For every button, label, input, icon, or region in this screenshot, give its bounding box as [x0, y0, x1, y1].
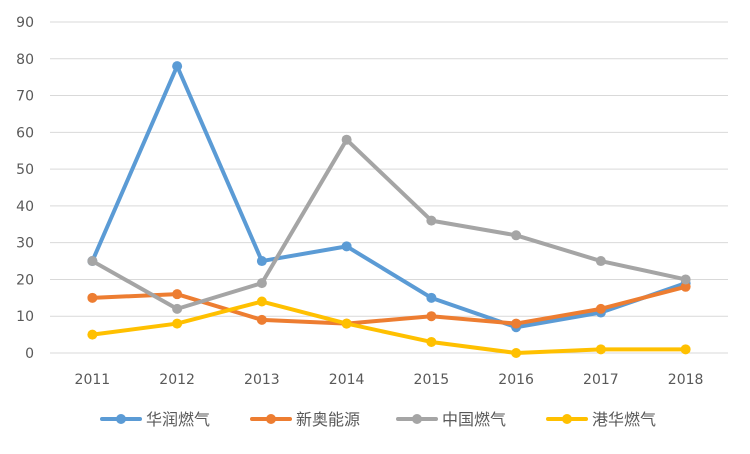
series-line [90, 137, 688, 311]
data-point [87, 292, 98, 303]
y-tick-label: 90 [16, 15, 34, 31]
data-point [680, 281, 691, 292]
data-point [511, 348, 522, 358]
y-tick-label: 0 [25, 346, 34, 362]
series-group [87, 61, 691, 358]
data-point [595, 256, 606, 267]
data-point [426, 215, 437, 226]
x-tick-label: 2017 [583, 372, 619, 388]
y-tick-label: 80 [16, 52, 34, 68]
data-point [256, 296, 267, 307]
legend-item: 华润燃气 [100, 410, 210, 429]
data-point [172, 61, 183, 72]
data-point [87, 256, 98, 267]
data-point [341, 318, 352, 329]
data-point [426, 336, 437, 347]
legend-item: 中国燃气 [396, 410, 506, 429]
data-point [426, 292, 437, 303]
series-line [90, 64, 688, 330]
x-tick-label: 2014 [329, 372, 365, 388]
y-tick-label: 20 [16, 272, 34, 288]
series-line [90, 299, 688, 355]
data-point [256, 278, 267, 289]
x-tick-label: 2012 [159, 372, 195, 388]
data-point [511, 230, 522, 241]
legend-item: 新奥能源 [250, 410, 360, 429]
x-tick-label: 2015 [414, 372, 450, 388]
legend-swatch-marker [412, 414, 422, 424]
data-point [172, 318, 183, 329]
data-point [595, 303, 606, 314]
data-point [172, 289, 183, 300]
data-point [680, 274, 691, 285]
legend-label: 华润燃气 [146, 410, 210, 429]
y-tick-label: 70 [16, 89, 34, 105]
y-tick-label: 10 [16, 309, 34, 325]
legend: 华润燃气 新奥能源 中国燃气 港华燃气 [100, 410, 656, 429]
data-point [87, 329, 98, 340]
legend-label: 新奥能源 [296, 410, 360, 429]
data-point [341, 241, 352, 252]
data-point [595, 344, 606, 355]
x-tick-label: 2018 [668, 372, 704, 388]
data-point [341, 134, 352, 145]
series-line [90, 284, 688, 326]
data-point [511, 318, 522, 329]
y-axis-ticks: 0 10 20 30 40 50 60 70 80 90 [16, 15, 34, 362]
y-tick-label: 60 [16, 125, 34, 141]
legend-item: 港华燃气 [546, 410, 656, 429]
series-4 [87, 296, 691, 358]
legend-swatch-marker [562, 414, 572, 424]
x-tick-label: 2011 [75, 372, 111, 388]
y-tick-label: 40 [16, 199, 34, 215]
legend-label: 港华燃气 [592, 410, 656, 429]
x-tick-label: 2016 [498, 372, 534, 388]
legend-label: 中国燃气 [442, 410, 506, 429]
legend-swatch-marker [266, 414, 276, 424]
data-point [172, 303, 183, 314]
legend-swatch-marker [116, 414, 126, 424]
data-point [256, 256, 267, 267]
gridlines [50, 21, 728, 354]
data-point [426, 311, 437, 322]
y-tick-label: 30 [16, 236, 34, 252]
data-point [680, 344, 691, 355]
x-tick-label: 2013 [244, 372, 280, 388]
data-point [256, 314, 267, 325]
x-axis-ticks: 2011 2012 2013 2014 2015 2016 2017 2018 [75, 372, 704, 388]
series-3 [87, 134, 691, 314]
y-tick-label: 50 [16, 162, 34, 178]
